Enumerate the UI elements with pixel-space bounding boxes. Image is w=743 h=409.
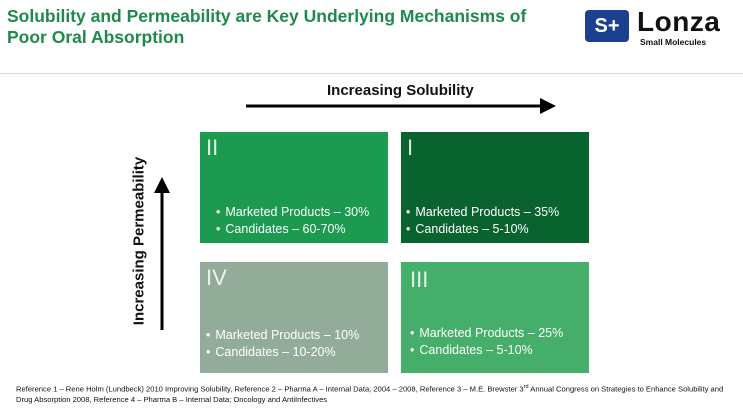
x-axis-label: Increasing Solubility — [327, 82, 474, 99]
quadrant-ii: II Marketed Products – 30% Candidates – … — [200, 132, 388, 243]
logo-wordmark: Lonza — [637, 6, 721, 37]
quadrant-i: I Marketed Products – 35% Candidates – 5… — [401, 132, 589, 243]
header-divider — [0, 73, 743, 74]
list-item: Marketed Products – 10% — [206, 327, 359, 344]
reference-text-b: Annual Congress on Strategies to Enhance… — [16, 384, 724, 404]
list-item: Candidates – 60-70% — [216, 221, 369, 238]
quadrant-iii: III Marketed Products – 25% Candidates –… — [401, 262, 589, 373]
x-axis-arrow — [246, 98, 556, 114]
lonza-logo: S+ Lonza Small Molecules — [585, 6, 735, 47]
quadrant-iii-label: III — [410, 267, 429, 292]
quadrant-ii-label: II — [206, 135, 219, 160]
list-item: Candidates – 10-20% — [206, 344, 359, 361]
quadrant-iv-label: IV — [206, 265, 227, 290]
logo-subtitle: Small Molecules — [640, 37, 707, 47]
logo-mark: S+ — [585, 10, 629, 42]
quadrant-i-label: I — [407, 135, 414, 160]
reference-text-a: Reference 1 – Rene Holm (Lundbeck) 2010 … — [16, 384, 524, 394]
quadrant-iv: IV Marketed Products – 10% Candidates – … — [200, 262, 388, 373]
list-item: Marketed Products – 25% — [410, 325, 563, 342]
list-item: Marketed Products – 30% — [216, 204, 369, 221]
references-footnote: Reference 1 – Rene Holm (Lundbeck) 2010 … — [16, 382, 736, 405]
list-item: Candidates – 5-10% — [410, 342, 563, 359]
y-axis-label: Increasing Permeability — [130, 156, 148, 326]
quadrant-ii-list: Marketed Products – 30% Candidates – 60-… — [216, 204, 369, 238]
y-axis-arrow — [154, 177, 170, 330]
list-item: Marketed Products – 35% — [406, 204, 559, 221]
quadrant-i-list: Marketed Products – 35% Candidates – 5-1… — [406, 204, 559, 238]
reference-superscript: rd — [523, 384, 529, 390]
quadrant-iii-list: Marketed Products – 25% Candidates – 5-1… — [410, 325, 563, 359]
quadrant-iv-list: Marketed Products – 10% Candidates – 10-… — [206, 327, 359, 361]
list-item: Candidates – 5-10% — [406, 221, 559, 238]
slide-title: Solubility and Permeability are Key Unde… — [7, 6, 527, 47]
